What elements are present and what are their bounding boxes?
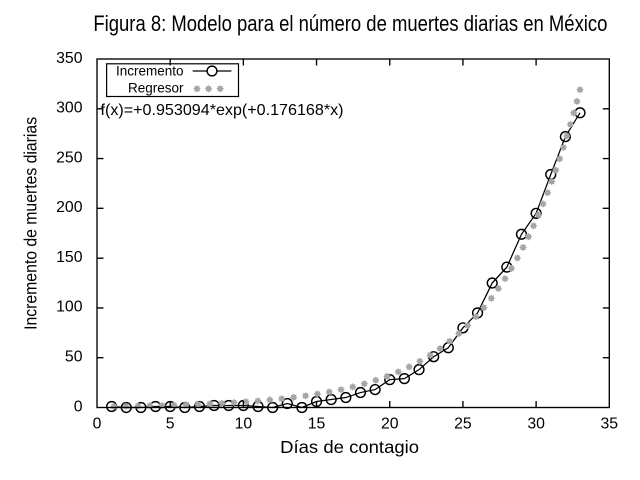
svg-text:200: 200 <box>56 199 83 216</box>
svg-text:Días de contagio: Días de contagio <box>280 437 419 457</box>
svg-text:0: 0 <box>74 398 83 415</box>
svg-text:300: 300 <box>56 100 83 117</box>
svg-text:35: 35 <box>601 416 619 433</box>
svg-text:20: 20 <box>381 416 399 433</box>
svg-text:150: 150 <box>56 249 83 266</box>
svg-text:25: 25 <box>454 416 472 433</box>
svg-text:5: 5 <box>166 416 175 433</box>
svg-text:Regresor: Regresor <box>128 81 184 97</box>
svg-text:0: 0 <box>93 416 102 433</box>
svg-text:Incremento de muertes diarias: Incremento de muertes diarias <box>21 117 41 330</box>
svg-text:350: 350 <box>56 50 83 67</box>
svg-text:50: 50 <box>65 349 83 366</box>
svg-text:30: 30 <box>527 416 545 433</box>
svg-text:100: 100 <box>56 299 83 316</box>
svg-text:250: 250 <box>56 149 83 166</box>
svg-text:10: 10 <box>235 416 253 433</box>
svg-text:Figura 8: Modelo para el númer: Figura 8: Modelo para el número de muert… <box>93 11 607 36</box>
svg-text:f(x)=+0.953094*exp(+0.176168*x: f(x)=+0.953094*exp(+0.176168*x) <box>101 102 344 119</box>
svg-text:Incremento: Incremento <box>116 64 184 80</box>
svg-text:15: 15 <box>308 416 326 433</box>
